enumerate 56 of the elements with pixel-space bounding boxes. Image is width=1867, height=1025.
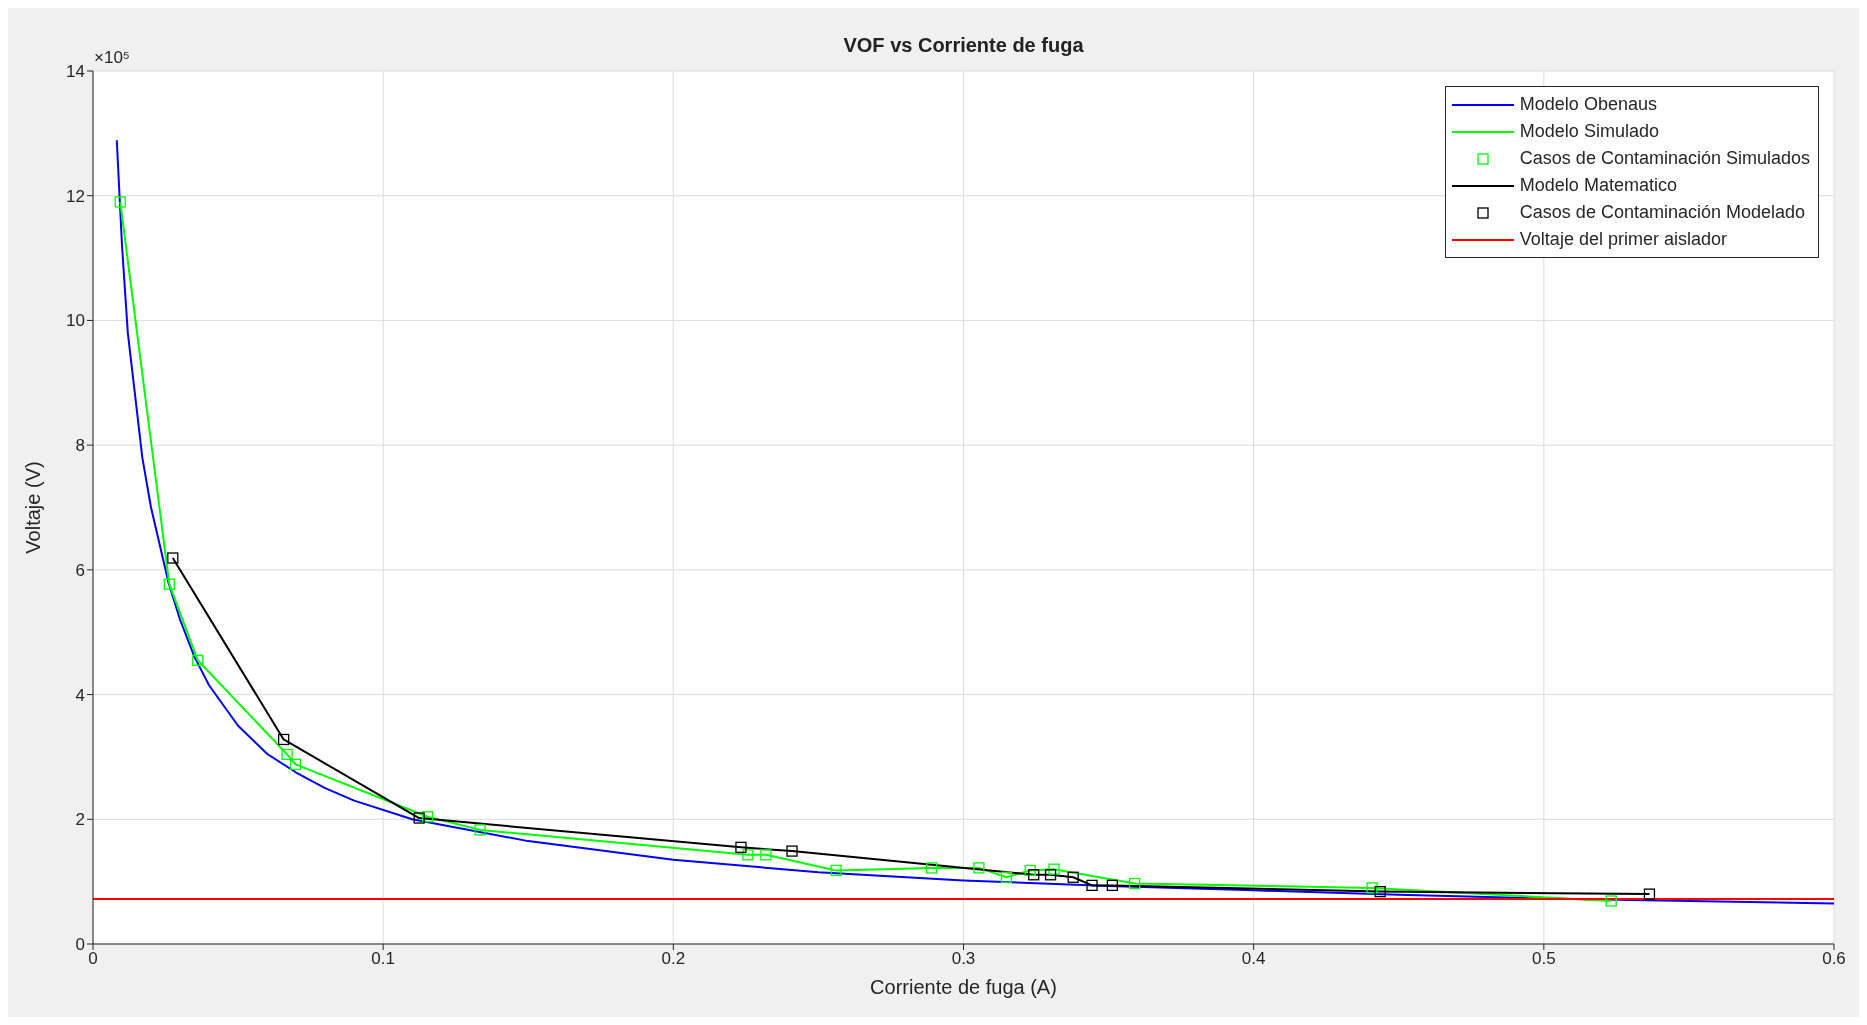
point (277, 733, 290, 746)
point (735, 841, 747, 853)
point (1044, 869, 1057, 881)
y-tick-label: 0 (75, 935, 85, 955)
point (1024, 864, 1036, 877)
point (281, 748, 293, 761)
point (1374, 885, 1386, 898)
point (114, 196, 126, 208)
y-tick-label: 2 (75, 810, 85, 830)
point (760, 849, 772, 861)
point (786, 845, 798, 857)
y-tick-label: 8 (75, 436, 85, 456)
y-tick-label: 14 (66, 62, 85, 82)
point (1000, 871, 1013, 883)
point (167, 552, 179, 564)
text: ×10⁵ (94, 48, 130, 68)
point (421, 811, 434, 823)
x-tick-label: 0 (88, 949, 98, 969)
x-tick-label: 0.1 (371, 949, 395, 969)
chart-title: VOF vs Corriente de fuga (843, 34, 1085, 56)
point (1067, 871, 1079, 883)
point (830, 864, 842, 877)
legend-label: Modelo Simulado (1519, 121, 1659, 142)
x-tick-label: 0.5 (1532, 949, 1556, 969)
x-axis-title: Corriente de fuga (A) (870, 976, 1057, 998)
legend-label: Modelo Matematico (1519, 175, 1677, 196)
point (973, 862, 985, 874)
point (1028, 869, 1040, 881)
y-tick-label: 6 (75, 560, 85, 580)
point (192, 654, 204, 666)
x-tick-label: 0.6 (1822, 949, 1846, 969)
point (474, 824, 486, 836)
point (742, 849, 754, 861)
legend-label: Casos de Contaminación Simulados (1519, 148, 1810, 169)
legend-label: Modelo Obenaus (1519, 94, 1657, 115)
y-axis-title: Voltaje (V) (22, 461, 45, 554)
x-tick-label: 0.2 (661, 949, 686, 969)
point (1366, 882, 1378, 894)
x-tick-label: 0.4 (1241, 949, 1266, 969)
point (1605, 895, 1617, 907)
point (1129, 877, 1141, 890)
line-series (115, 139, 1834, 905)
point (163, 578, 175, 590)
point (1106, 879, 1119, 892)
point (289, 758, 302, 771)
y-tick-label: 10 (66, 311, 85, 331)
point (925, 862, 938, 874)
x-tick-label: 0.3 (951, 949, 976, 969)
point (1643, 888, 1656, 900)
point (413, 812, 425, 824)
y-tick-label: 12 (66, 186, 85, 206)
point (1086, 879, 1098, 892)
legend-label: Casos de Contaminación Modelado (1519, 202, 1806, 223)
y-tick-label: 4 (75, 685, 85, 705)
legend-label: Voltaje del primer aislador (1519, 229, 1727, 250)
point (1048, 863, 1060, 875)
